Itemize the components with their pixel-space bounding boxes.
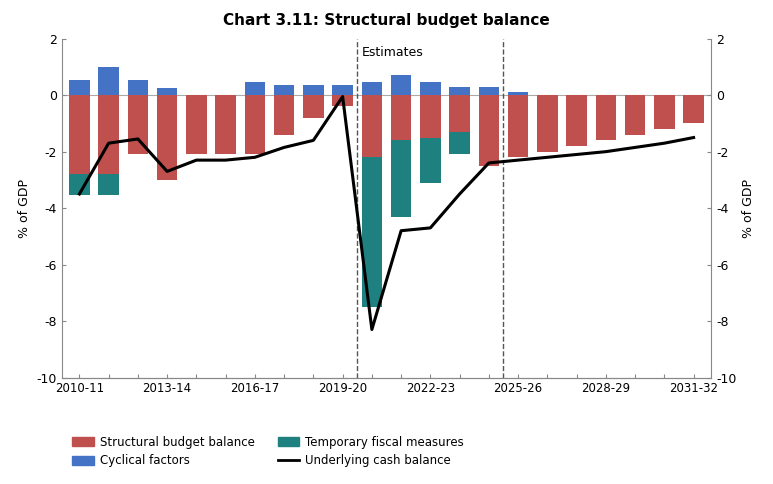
Bar (449, 87, 470, 95)
Underlying cash balance (513, 157, 523, 163)
Bar (157, 88, 177, 95)
Underlying cash balance (659, 140, 669, 146)
Bar (303, 85, 324, 95)
Underlying cash balance (543, 154, 552, 160)
Bar (128, 80, 148, 95)
Title: Chart 3.11: Structural budget balance: Chart 3.11: Structural budget balance (223, 13, 550, 28)
Line: Underlying cash balance: Underlying cash balance (80, 97, 693, 330)
Bar (244, 95, 265, 154)
Underlying cash balance (631, 145, 640, 151)
Bar (128, 95, 148, 154)
Bar (391, 95, 411, 140)
Bar (478, 87, 499, 95)
Bar (421, 82, 441, 95)
Underlying cash balance (221, 157, 230, 163)
Underlying cash balance (280, 145, 289, 151)
Text: Estimates: Estimates (362, 46, 424, 59)
Y-axis label: % of GDP: % of GDP (18, 179, 31, 238)
Bar (332, 85, 352, 95)
Bar (244, 82, 265, 95)
Underlying cash balance (455, 191, 465, 197)
Underlying cash balance (133, 136, 142, 142)
Bar (69, 174, 90, 196)
Bar (391, 140, 411, 216)
Bar (362, 82, 382, 95)
Bar (98, 95, 119, 174)
Underlying cash balance (572, 151, 581, 157)
Underlying cash balance (484, 160, 493, 166)
Bar (508, 95, 529, 157)
Bar (98, 67, 119, 95)
Underlying cash balance (75, 191, 84, 197)
Underlying cash balance (367, 327, 376, 333)
Bar (654, 95, 675, 129)
Bar (69, 80, 90, 95)
Legend: Structural budget balance, Cyclical factors, Temporary fiscal measures, Underlyi: Structural budget balance, Cyclical fact… (68, 431, 468, 472)
Bar (274, 85, 295, 95)
Bar (216, 95, 236, 154)
Bar (478, 95, 499, 166)
Bar (567, 95, 587, 146)
Bar (537, 95, 557, 151)
Bar (303, 95, 324, 118)
Underlying cash balance (192, 157, 201, 163)
Underlying cash balance (601, 149, 611, 154)
Bar (391, 76, 411, 95)
Bar (625, 95, 645, 135)
Bar (421, 137, 441, 182)
Bar (362, 157, 382, 307)
Underlying cash balance (104, 140, 114, 146)
Underlying cash balance (338, 94, 347, 100)
Y-axis label: % of GDP: % of GDP (742, 179, 755, 238)
Underlying cash balance (162, 168, 172, 174)
Bar (421, 95, 441, 137)
Bar (596, 95, 616, 140)
Bar (69, 95, 90, 174)
Bar (449, 132, 470, 154)
Underlying cash balance (426, 225, 435, 231)
Bar (332, 95, 352, 106)
Bar (274, 95, 295, 135)
Bar (362, 95, 382, 157)
Bar (186, 95, 206, 154)
Bar (449, 95, 470, 132)
Underlying cash balance (250, 154, 260, 160)
Bar (157, 95, 177, 180)
Bar (98, 174, 119, 196)
Bar (683, 95, 704, 123)
Bar (508, 92, 529, 95)
Underlying cash balance (397, 228, 406, 234)
Underlying cash balance (689, 135, 698, 140)
Underlying cash balance (308, 137, 318, 143)
